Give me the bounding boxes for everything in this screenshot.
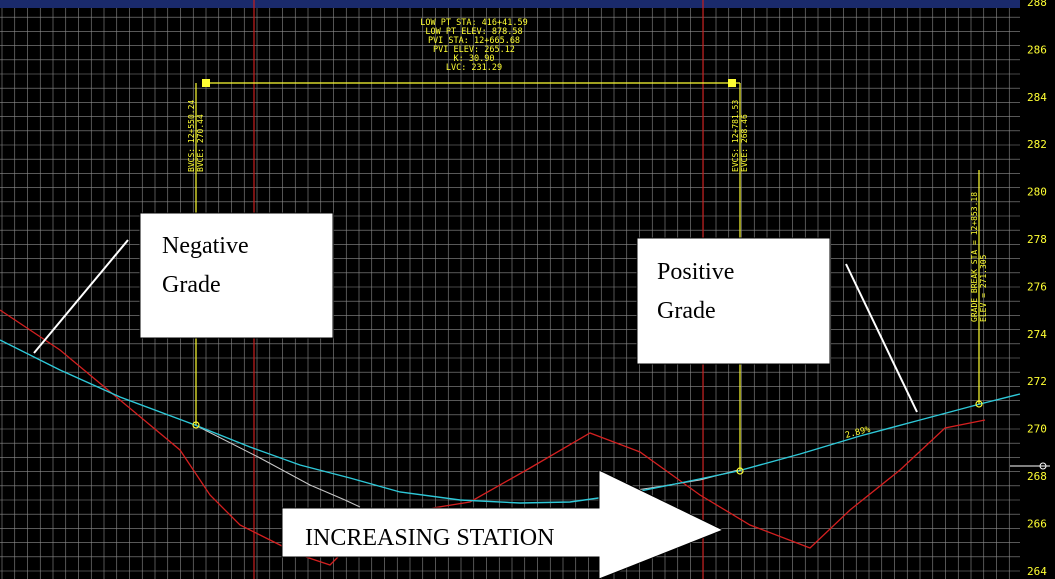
evc-label: EVCS: 12+781.53 EVCE: 268.46 (731, 100, 749, 172)
elevation-tick-label: 264 (1027, 565, 1047, 578)
grade-break-point (975, 400, 983, 408)
k-value-text: K: 30.90 (454, 54, 495, 64)
positive-callout-line1: Positive (657, 259, 734, 285)
elevation-tick-label: 284 (1027, 91, 1047, 104)
bvc-elev-text: BVCE: 270.44 (196, 114, 205, 172)
low-pt-sta-text: LOW PT STA: 416+41.59 (420, 18, 527, 28)
elevation-tick-label: 266 (1027, 517, 1047, 530)
dimension-tick-left (202, 79, 210, 87)
top-band (0, 0, 1020, 8)
elevation-tick-label: 268 (1027, 470, 1047, 483)
grade-break-sta-text: GRADE BREAK STA = 12+853.18 (970, 192, 979, 322)
cursor-marker-circle (1039, 462, 1047, 470)
elevation-tick-label: 276 (1027, 280, 1047, 293)
pvi-sta-text: PVI STA: 12+665.68 (428, 36, 520, 46)
elevation-tick-label: 286 (1027, 43, 1047, 56)
elevation-tick-label: 278 (1027, 233, 1047, 246)
elevation-tick-label: 282 (1027, 138, 1047, 151)
elevation-tick-label: 280 (1027, 186, 1047, 199)
elevation-tick-label: 272 (1027, 375, 1047, 388)
elevation-tick-label: 288 (1027, 0, 1047, 9)
grade-break-elev-text: ELEV = 271.305 (979, 254, 988, 322)
bvc-label: BVCS: 12+550.24 BVCE: 270.44 (187, 100, 205, 172)
elevation-tick-label: 274 (1027, 328, 1047, 341)
positive-callout-line2: Grade (657, 298, 716, 324)
elevation-axis-labels: 288 286 284 282 280 278 276 274 272 270 268 266 264 (1027, 0, 1047, 578)
elevation-tick-label: 270 (1027, 423, 1047, 436)
evc-sta-text: EVCS: 12+781.53 (731, 100, 740, 172)
lvc-text: LVC: 231.29 (446, 63, 502, 73)
bvc-sta-text: BVCS: 12+550.24 (187, 100, 196, 172)
tangent-line (194, 424, 361, 508)
evc-elev-text: EVCE: 268.46 (740, 114, 749, 172)
curve-annotation: LOW PT STA: 416+41.59 LOW PT ELEV: 878.5… (420, 18, 527, 73)
dimension-tick-right (728, 79, 736, 87)
positive-grade-pointer (845, 263, 918, 413)
low-pt-elev-text: LOW PT ELEV: 878.58 (425, 27, 522, 37)
grade-break-label: GRADE BREAK STA = 12+853.18 ELEV = 271.3… (970, 192, 988, 322)
pvi-elev-text: PVI ELEV: 265.12 (433, 45, 515, 55)
negative-grade-callout (139, 212, 334, 339)
negative-grade-pointer (33, 239, 129, 354)
positive-grade-callout (636, 237, 831, 365)
increasing-station-arrow (281, 469, 725, 579)
negative-callout-line1: Negative (162, 233, 249, 259)
proposed-grade-line (0, 339, 1021, 504)
evc-point (736, 467, 744, 475)
increasing-station-label: INCREASING STATION (305, 525, 554, 551)
bvc-point (192, 421, 200, 429)
negative-callout-line2: Grade (162, 272, 221, 298)
